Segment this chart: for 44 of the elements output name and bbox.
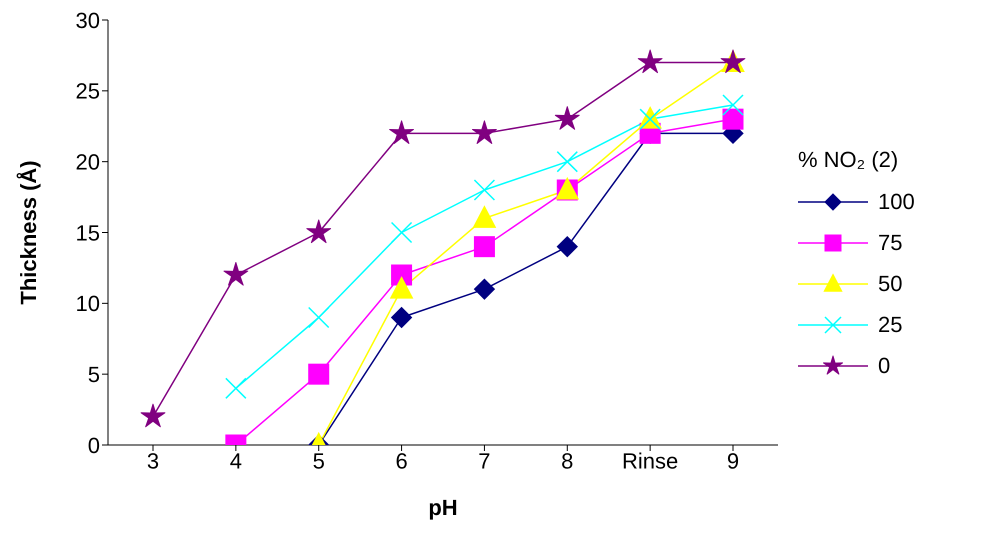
x-tick-label: 7 (478, 448, 491, 474)
legend-title: % NO₂ (2) (798, 147, 900, 173)
point (308, 364, 330, 385)
y-tick-label: 5 (88, 362, 100, 387)
legend-label: 25 (878, 312, 902, 338)
point (391, 307, 412, 328)
point (472, 120, 497, 144)
legend-label: 100 (878, 188, 915, 214)
point (225, 378, 247, 400)
point (722, 108, 744, 130)
point (474, 236, 495, 258)
point (474, 278, 495, 300)
legend-label: 0 (878, 352, 890, 378)
point (140, 404, 166, 428)
point (638, 50, 663, 74)
point (306, 220, 332, 244)
point (389, 120, 414, 144)
point (554, 106, 580, 130)
y-tick-label: 0 (88, 432, 100, 458)
y-tick-label: 15 (76, 220, 100, 246)
x-tick-label: 8 (561, 448, 574, 474)
legend-label: 75 (878, 230, 902, 256)
x-tick-label: 3 (146, 448, 160, 474)
y-tick-label: 25 (76, 78, 100, 104)
point (556, 150, 578, 172)
x-tick-label: 9 (726, 448, 740, 474)
x-tick-label: 5 (312, 448, 325, 474)
x-axis-title: pH (428, 495, 458, 520)
point (308, 306, 330, 328)
point (390, 276, 414, 299)
point (223, 262, 248, 286)
point (472, 206, 496, 228)
x-tick-label: 4 (230, 448, 242, 474)
legend-label: 50 (878, 270, 902, 296)
y-axis-title: Thickness (Å) (16, 160, 41, 305)
x-tick-label: Rinse (622, 448, 678, 474)
point (474, 179, 496, 201)
point (722, 94, 744, 116)
point (556, 236, 578, 258)
y-tick-label: 20 (76, 149, 100, 174)
y-tick-label: 30 (76, 8, 100, 33)
y-tick-label: 10 (76, 291, 100, 316)
point (390, 222, 412, 244)
x-tick-label: 6 (395, 448, 408, 474)
